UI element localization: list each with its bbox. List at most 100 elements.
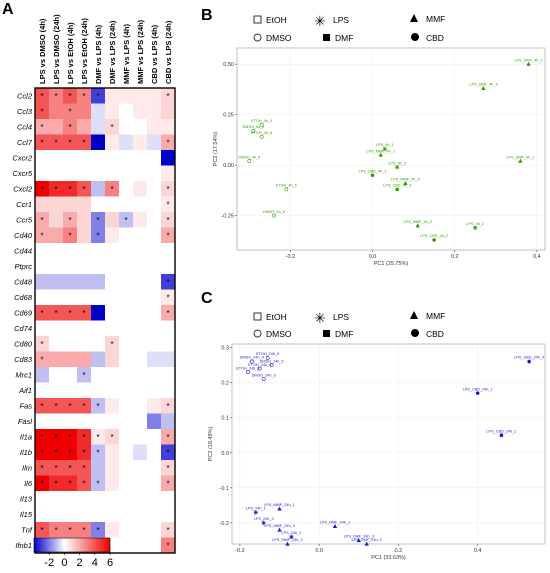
significance-star-ccl4-0: * [40, 123, 43, 132]
heatmap-cell-il1b-2 [63, 444, 77, 460]
point-label-etoh-4h-4: ETOH_4h_4 [251, 119, 272, 123]
heatmap-cell-il6-7 [133, 475, 147, 491]
panel-letter-b: B [201, 7, 213, 24]
heatmap-cell-ccl2-3 [77, 88, 91, 104]
heatmap-cell-cxcr5-0 [35, 165, 49, 181]
heatmap-cell-il1a-3 [77, 429, 91, 445]
heatmap-cell-ptprc-2 [63, 258, 77, 274]
tick-label-x-b-0: -0.2 [286, 254, 295, 260]
heatmap-cell-cxcl2-3 [77, 181, 91, 197]
significance-star-cxcl2-3: * [82, 185, 85, 194]
legend-etoh-square-c [253, 312, 262, 321]
significance-star-fas-2: * [68, 402, 71, 411]
heatmap-cell-ccl2-5 [105, 88, 119, 104]
heatmap-cell-ilm-5 [105, 460, 119, 476]
legend-cbd-label: CBD [426, 33, 444, 43]
heatmap-row-label-cd80: Cd80 [14, 340, 33, 349]
heatmap-cell-cd69-0 [35, 305, 49, 321]
data-point-lps-cbd-24h-2 [499, 433, 504, 438]
heatmap-cell-il13-2 [63, 491, 77, 507]
significance-star-cxcl2-5: * [110, 185, 113, 194]
heatmap-row-label-tnf: Tnf [21, 526, 33, 535]
heatmap-cell-cxcl2-8 [147, 181, 161, 197]
heatmap-cell-il6-3 [77, 475, 91, 491]
heatmap-col-label-9: CBD vs LPS (24h) [164, 20, 173, 84]
heatmap-cell-cxcr2-0 [35, 150, 49, 166]
heatmap-row-label-il1a: Il1a [20, 433, 32, 442]
significance-star-il1b-0: * [40, 448, 43, 457]
heatmap-cell-aif1-2 [63, 382, 77, 398]
heatmap-cell-cd68-6 [119, 289, 133, 305]
significance-star-ccr5-0: * [40, 216, 43, 225]
heatmap-cell-ilm-1 [49, 460, 63, 476]
heatmap-cell-aif1-1 [49, 382, 63, 398]
point-label-lps-cbd-24h-1: LPS_CBD_24h_1 [463, 387, 493, 391]
heatmap-cell-cd44-9 [161, 243, 175, 259]
significance-star-ccl7-9: * [166, 138, 169, 147]
heatmap-cell-fas-6 [119, 398, 133, 414]
heatmap-cell-il6-2 [63, 475, 77, 491]
significance-star-cd40-2: * [68, 231, 71, 240]
significance-star-ccr5-6: * [124, 216, 127, 225]
heatmap-col-label-2: LPS vs EtOH (4h) [66, 22, 75, 84]
significance-star-fas-4: * [96, 402, 99, 411]
heatmap-cell-fasl-8 [147, 413, 161, 429]
heatmap-cell-ccl7-9 [161, 134, 175, 150]
significance-star-fas-3: * [82, 402, 85, 411]
heatmap-cell-il15-6 [119, 506, 133, 522]
heatmap-cell-mrc1-7 [133, 367, 147, 383]
legend-dmf-square [323, 34, 330, 41]
heatmap-cell-aif1-7 [133, 382, 147, 398]
heatmap-cell-tnf-6 [119, 522, 133, 538]
significance-star-ccl4-5: * [110, 123, 113, 132]
heatmap-cell-il1b-6 [119, 444, 133, 460]
panel-letter-a: A [2, 1, 14, 18]
point-label-lps-mmf-4h-2: LPS_MMF_4h_2 [403, 220, 432, 224]
data-point-dmso-24h-6 [261, 377, 266, 381]
heatmap-cell-cd80-1 [49, 336, 63, 352]
heatmap-cell-cxcl2-6 [119, 181, 133, 197]
heatmap-cell-mrc1-3 [77, 367, 91, 383]
significance-star-tnf-0: * [40, 526, 43, 535]
heatmap-row-label-cd69: Cd69 [14, 309, 33, 318]
heatmap-row-label-cxcl2: Cxcl2 [13, 185, 33, 194]
heatmap-cell-cxcr2-4 [91, 150, 105, 166]
heatmap-cell-mrc1-9 [161, 367, 175, 383]
heatmap-cell-ilm-6 [119, 460, 133, 476]
heatmap-cell-il6-5 [105, 475, 119, 491]
data-point-lps-mmf-4h-1 [378, 152, 383, 157]
heatmap-cell-ccr5-9 [161, 212, 175, 228]
point-label-dmso-4h-6: DMSO_4h_6 [263, 210, 285, 214]
data-point-lps-dmf-4h-1 [526, 61, 531, 66]
data-point-lps-4h-2 [472, 225, 478, 230]
heatmap-cell-ccl3-7 [133, 103, 147, 119]
point-label-etoh-4h-6: ETOH_4h_6 [251, 131, 272, 135]
heatmap-cell-il13-1 [49, 491, 63, 507]
heatmap-cell-aif1-9 [161, 382, 175, 398]
heatmap-cell-cd83-6 [119, 351, 133, 367]
heatmap-row-label-cd48: Cd48 [14, 278, 33, 287]
heatmap-cell-ifnb1-7 [133, 537, 147, 553]
heatmap-row-label-fas: Fas [19, 402, 32, 411]
tick-label-y-c-0: -0.2 [220, 521, 229, 527]
heatmap-cell-cd48-9 [161, 274, 175, 290]
heatmap-cell-aif1-0 [35, 382, 49, 398]
legend-dmso-circle-c [253, 329, 262, 338]
legend-cbd-circle [411, 33, 419, 41]
data-point-lps-mmf-4h-3 [403, 180, 408, 185]
heatmap-cell-cd68-3 [77, 289, 91, 305]
heatmap-cell-il1b-5 [105, 444, 119, 460]
point-label-etoh-24h-4: ETOH_24h_4 [248, 363, 271, 367]
heatmap-cell-ccl2-4 [91, 88, 105, 104]
heatmap-cell-ccr5-4 [91, 212, 105, 228]
heatmap-cell-cxcr2-5 [105, 150, 119, 166]
heatmap-cell-il1a-2 [63, 429, 77, 445]
data-point-lps-24h-2 [289, 534, 294, 540]
heatmap-cell-fasl-6 [119, 413, 133, 429]
data-point-etoh-4h-5 [284, 187, 289, 192]
heatmap-cell-cd74-9 [161, 320, 175, 336]
heatmap-cell-mrc1-8 [147, 367, 161, 383]
heatmap-row-label-ccl7: Ccl7 [17, 138, 33, 147]
heatmap-cell-ccr5-3 [77, 212, 91, 228]
heatmap-cell-cd83-4 [91, 351, 105, 367]
